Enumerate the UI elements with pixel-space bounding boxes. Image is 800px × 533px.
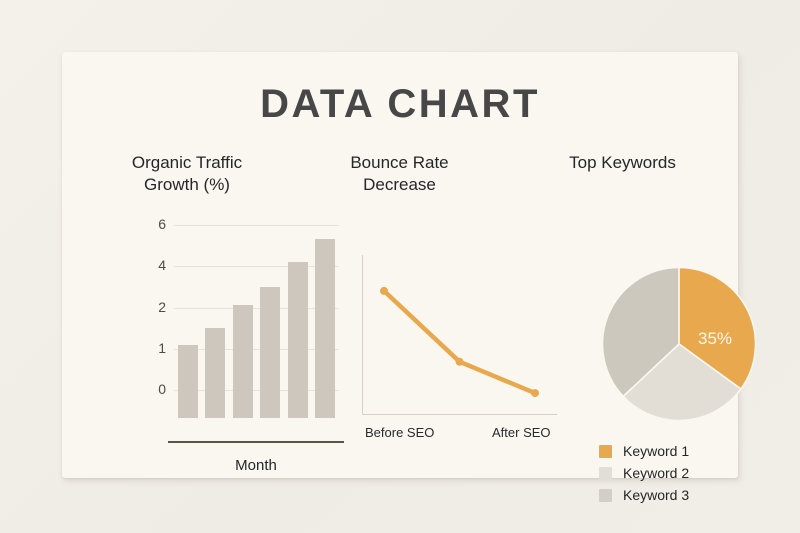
line-chart-x-axis <box>362 414 557 415</box>
legend-swatch-icon <box>599 444 612 458</box>
bar-chart-y-tick-label: 6 <box>158 216 166 232</box>
bar-chart-bar <box>288 262 308 418</box>
bar-chart-y-tick-label: 2 <box>158 299 166 315</box>
panel-title-organic-traffic: Organic Traffic Growth (%) <box>131 153 243 194</box>
panel-title-bounce-rate: Bounce Rate Decrease <box>350 153 449 194</box>
bar-chart-plot-area: 6 4 2 1 0 <box>158 216 339 419</box>
pie-slice <box>622 342 743 422</box>
line-chart-marker <box>455 357 464 366</box>
legend-item-label: Keyword 1 <box>623 443 690 459</box>
pie-slice <box>601 266 680 398</box>
line-chart-marker <box>380 286 388 295</box>
bar-chart-gridline: 0 <box>158 381 339 397</box>
bar-chart-gridline: 1 <box>158 340 339 356</box>
legend-item[interactable]: Keyword 3 <box>599 484 689 506</box>
line-chart-tick-before: Before SEO <box>365 425 435 440</box>
pie-slice <box>678 266 757 391</box>
bar-chart-gridline: 4 <box>158 257 339 273</box>
legend-item-label: Keyword 2 <box>623 465 690 481</box>
bar-chart-bar <box>233 305 253 418</box>
bar-chart-y-tick-label: 0 <box>158 381 166 397</box>
panel-top-keywords: Top Keywords <box>510 152 735 174</box>
line-chart-path <box>381 288 538 396</box>
bar-chart-y-tick-label: 4 <box>158 257 166 273</box>
bar-chart-bar <box>205 328 225 418</box>
bar-chart-gridline: 2 <box>158 299 339 315</box>
legend-item[interactable]: Keyword 2 <box>599 462 689 484</box>
line-chart-series <box>380 286 539 398</box>
panel-title-top-keywords: Top Keywords <box>569 153 676 172</box>
bar-chart-x-axis-label: Month <box>235 457 277 474</box>
legend-swatch-icon <box>599 488 612 502</box>
line-chart-plot-area: Before SEO After SEO <box>362 255 557 440</box>
pie-slice-value-label: 35% <box>698 329 733 348</box>
panel-bounce-rate: Bounce Rate Decrease <box>292 152 507 196</box>
bar-chart-gridline: 6 <box>158 216 339 232</box>
bar-chart-y-tick-label: 1 <box>158 340 166 356</box>
bar-chart-bar <box>260 287 280 419</box>
legend-item[interactable]: Keyword 1 <box>599 440 689 462</box>
panel-organic-traffic: Organic Traffic Growth (%) <box>72 152 302 196</box>
bar-chart-x-axis <box>168 441 344 443</box>
line-chart-tick-after: After SEO <box>492 425 551 440</box>
chart-card: DATA CHART Organic Traffic Growth (%) 6 4… <box>62 52 757 503</box>
legend-item-label: Keyword 3 <box>623 487 690 503</box>
line-chart-y-axis <box>362 255 363 415</box>
legend-swatch-icon <box>599 466 612 480</box>
line-chart-marker <box>531 389 539 398</box>
pie-chart-slices <box>601 266 757 422</box>
pie-chart-legend: Keyword 1 Keyword 2 Keyword 3 <box>599 440 689 506</box>
page-title: DATA CHART <box>260 82 540 126</box>
pie-chart: 35% <box>601 266 757 422</box>
bar-chart-bar <box>315 239 335 418</box>
bar-chart-bar <box>178 345 198 419</box>
